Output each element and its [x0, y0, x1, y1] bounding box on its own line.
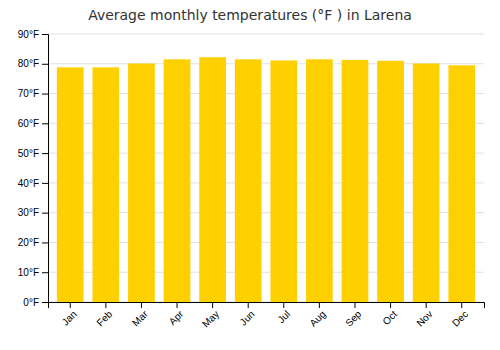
x-tick-mark — [390, 302, 391, 308]
y-tick-mark — [42, 94, 48, 95]
x-tick-mark — [70, 302, 71, 308]
x-tick-mark — [354, 302, 355, 308]
y-tick-mark — [42, 242, 48, 243]
bar — [448, 65, 475, 302]
bar — [270, 61, 297, 302]
y-tick-label: 20°F — [18, 237, 39, 248]
x-tick: Jul — [275, 302, 292, 325]
x-tick: Sep — [343, 302, 364, 329]
y-axis-line — [42, 35, 49, 303]
grid-line — [48, 34, 484, 35]
x-tick: May — [200, 302, 221, 330]
y-tick: 60°F — [18, 118, 48, 129]
y-tick-label: 10°F — [18, 267, 39, 278]
y-tick: 10°F — [18, 267, 48, 278]
bar — [164, 59, 191, 302]
x-tick-label: Nov — [414, 308, 434, 328]
x-tick: Jun — [238, 302, 257, 328]
y-tick-label: 40°F — [18, 178, 39, 189]
x-tick-mark — [319, 302, 320, 308]
y-tick-mark — [42, 64, 48, 65]
bar — [128, 63, 155, 302]
x-tick: Nov — [414, 302, 434, 329]
x-tick-label: Jul — [275, 308, 292, 325]
y-tick-mark — [42, 123, 48, 124]
x-tick-mark — [283, 302, 284, 308]
x-tick-mark — [426, 302, 427, 308]
y-tick-mark — [42, 34, 48, 35]
y-tick-label: 50°F — [18, 148, 39, 159]
x-tick: Dec — [450, 302, 470, 329]
y-axis: 0°F 10°F 20°F 30°F 40°F 50°F 60°F 70°F 80°F 90°F — [18, 29, 49, 308]
x-tick-mark — [141, 302, 142, 308]
x-axis: Jan Feb Mar Apr May Jun Jul Aug Sep Oct Nov Dec — [49, 302, 485, 330]
x-tick: Apr — [167, 302, 186, 327]
x-tick-label: Aug — [308, 308, 328, 328]
bar — [235, 59, 262, 302]
x-tick-label: Sep — [343, 308, 364, 329]
x-tick: Feb — [94, 302, 114, 328]
y-tick: 20°F — [18, 237, 48, 248]
y-tick-label: 0°F — [23, 297, 39, 308]
y-tick-mark — [42, 183, 48, 184]
x-tick-label: Apr — [167, 308, 186, 327]
bars — [57, 57, 475, 302]
y-tick-label: 30°F — [18, 207, 39, 218]
x-tick: Mar — [130, 302, 150, 328]
y-tick-label: 60°F — [18, 118, 39, 129]
x-tick-label: Feb — [94, 308, 114, 328]
x-tick-label: May — [200, 308, 221, 329]
y-tick-label: 70°F — [18, 88, 39, 99]
plot: Jan Feb Mar Apr May Jun Jul Aug Sep Oct Nov Dec 0°F 1… — [18, 29, 485, 330]
y-tick-mark — [42, 153, 48, 154]
x-tick-mark — [248, 302, 249, 308]
bar — [377, 61, 404, 302]
chart: Jan Feb Mar Apr May Jun Jul Aug Sep Oct Nov Dec 0°F 1… — [0, 0, 500, 350]
x-tick-label: Oct — [380, 308, 399, 327]
y-tick: 40°F — [18, 178, 48, 189]
bar — [57, 67, 84, 302]
x-tick: Jan — [60, 302, 79, 328]
y-tick: 90°F — [18, 29, 48, 40]
y-tick-mark — [42, 272, 48, 273]
bar — [199, 57, 226, 302]
x-tick: Oct — [380, 302, 399, 327]
y-tick: 70°F — [18, 88, 48, 99]
x-tick-label: Jun — [238, 308, 257, 327]
y-tick-label: 90°F — [18, 29, 39, 40]
bar — [413, 63, 440, 302]
x-tick: Aug — [308, 302, 328, 329]
y-tick: 30°F — [18, 207, 48, 218]
y-tick: 50°F — [18, 148, 48, 159]
y-tick-mark — [42, 213, 48, 214]
y-tick: 80°F — [18, 58, 48, 69]
x-tick-mark — [177, 302, 178, 308]
x-tick-label: Mar — [130, 308, 150, 328]
x-tick-mark — [212, 302, 213, 308]
x-tick-label: Jan — [60, 308, 79, 327]
x-tick-mark — [461, 302, 462, 308]
y-tick-label: 80°F — [18, 58, 39, 69]
bar — [92, 67, 119, 302]
title: Average monthly temperatures (°F ) in La… — [88, 7, 412, 23]
grid — [48, 34, 484, 302]
y-tick-mark — [42, 302, 48, 303]
y-tick: 0°F — [23, 297, 48, 308]
x-tick-label: Dec — [450, 308, 470, 328]
bar — [342, 60, 369, 302]
bar — [306, 59, 333, 302]
x-tick-mark — [105, 302, 106, 308]
x-axis-line — [49, 303, 485, 309]
